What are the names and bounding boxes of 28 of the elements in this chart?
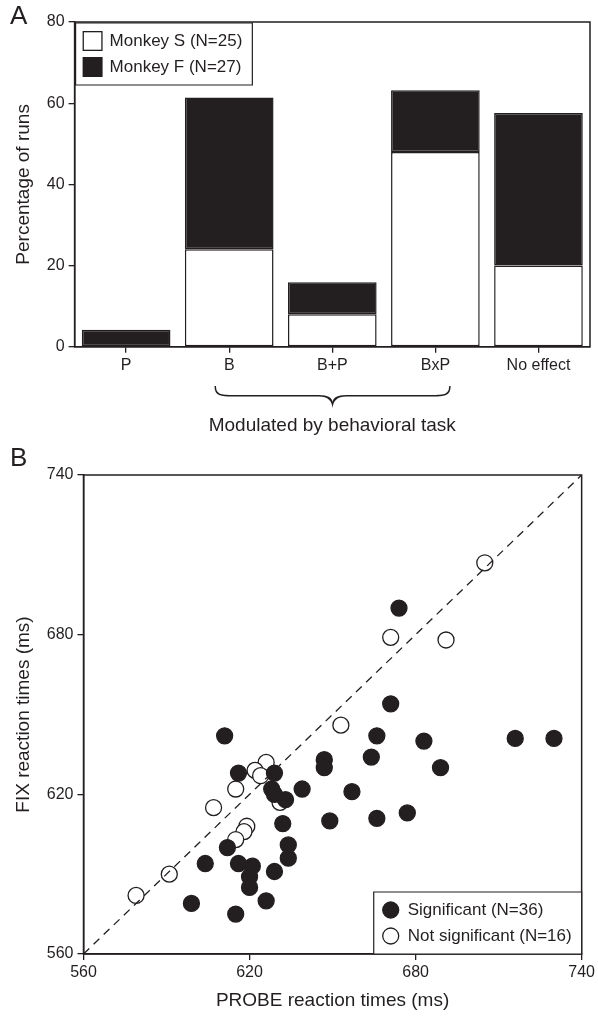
y-axis-title: FIX reaction times (ms) [11,616,33,813]
x-tick-label: P [120,355,132,373]
x-tick-label: 740 [568,963,596,981]
x-tick-label: 620 [236,963,263,981]
y-tick-label: 80 [46,12,65,30]
text: Modulated by behavioral task [208,413,457,435]
y-tick-label: 560 [46,944,74,962]
y-tick-label: 740 [46,465,74,483]
x-tick-label: No effect [506,355,571,373]
chart-title: B [10,442,28,473]
legend-label: Monkey S (N=25) [109,30,243,50]
y-tick-label: 620 [46,784,74,802]
x-tick-label: B+P [316,355,348,373]
y-tick-label: 60 [46,93,65,111]
y-tick-label: 680 [46,625,74,643]
y-tick-label: 40 [46,174,65,192]
x-tick-label: B [223,355,235,373]
x-axis-title: PROBE reaction times (ms) [215,988,450,1010]
x-tick-label: 560 [70,963,97,981]
y-tick-label: 0 [55,337,65,355]
legend-label: Monkey F (N=27) [109,56,242,76]
legend-label: Not significant (N=16) [407,925,572,945]
x-tick-label: BxP [420,355,451,373]
y-tick-label: 20 [46,256,65,274]
y-axis-title: Percentage of runs [11,104,33,265]
chart-title: A [10,0,28,31]
x-tick-label: 680 [402,963,430,981]
legend-label: Significant (N=36) [407,899,544,919]
